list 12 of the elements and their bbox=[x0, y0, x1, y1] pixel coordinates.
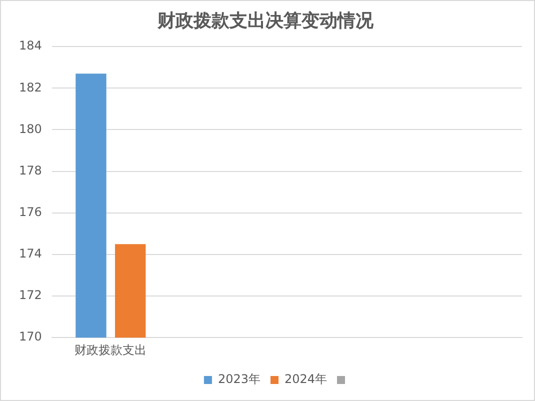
y-tick-label: 182 bbox=[19, 80, 42, 94]
y-tick-label: 172 bbox=[19, 288, 42, 302]
chart-title: 财政拨款支出决算变动情况 bbox=[156, 10, 374, 32]
y-tick-label: 184 bbox=[19, 38, 42, 53]
y-tick-label: 174 bbox=[19, 246, 42, 261]
y-tick-label: 178 bbox=[19, 163, 42, 178]
y-tick-label: 180 bbox=[19, 122, 42, 136]
y-tick-label: 170 bbox=[19, 330, 42, 344]
y-tick-label: 176 bbox=[19, 205, 42, 220]
x-tick-label: 财政拨款支出 bbox=[74, 342, 147, 357]
legend-label: 2023年 bbox=[218, 372, 261, 386]
legend-label: 2024年 bbox=[284, 372, 328, 386]
